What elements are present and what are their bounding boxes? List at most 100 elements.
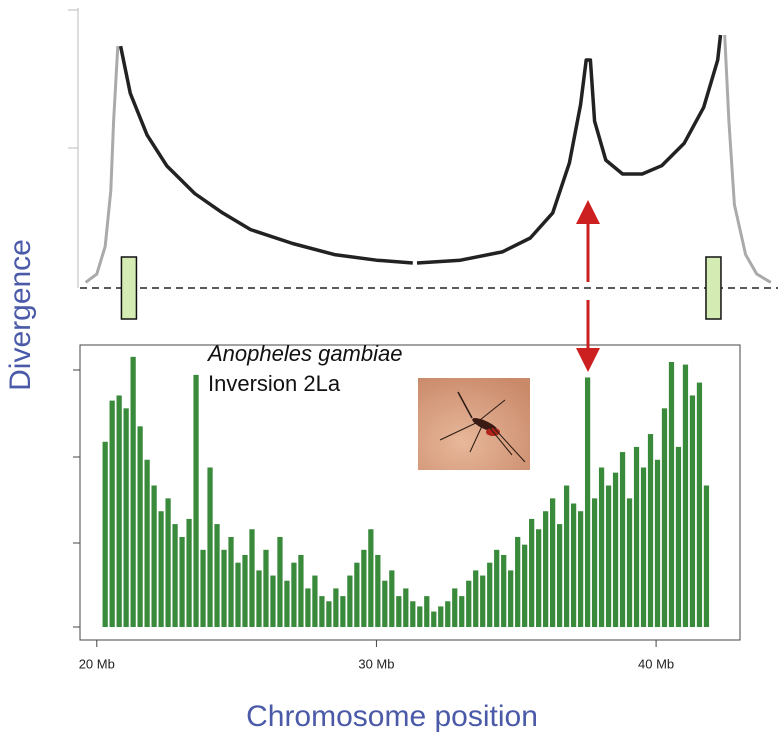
bar [354, 562, 360, 627]
divergence-line [84, 46, 120, 284]
bar [116, 395, 122, 627]
divergence-line [118, 34, 723, 265]
bar [340, 596, 346, 627]
bar [291, 562, 297, 627]
bar [577, 511, 584, 627]
bar [598, 467, 605, 627]
bar [263, 549, 269, 627]
bar [626, 498, 633, 627]
bar [361, 549, 367, 627]
bar [130, 356, 136, 627]
bar [256, 570, 262, 627]
bar [207, 467, 213, 627]
bar [654, 459, 661, 627]
bar [151, 485, 157, 627]
species-label: Anopheles gambiae [206, 341, 402, 366]
bar [375, 554, 381, 627]
bar [508, 570, 514, 627]
bar [550, 498, 556, 627]
bar [347, 575, 353, 627]
bar [193, 374, 199, 627]
bar [235, 562, 241, 627]
bar [445, 601, 451, 627]
x-tick-label: 40 Mb [638, 656, 674, 671]
bar [179, 536, 185, 627]
bar [396, 596, 402, 627]
top-panel [80, 34, 778, 320]
bar [459, 596, 465, 627]
bar [536, 529, 542, 627]
bar [165, 498, 171, 627]
bar [640, 467, 647, 627]
bar [326, 601, 332, 627]
bar [284, 580, 290, 627]
bar [319, 596, 325, 627]
bottom-frame [79, 344, 741, 641]
bar [249, 529, 255, 627]
bar [473, 570, 479, 627]
bar [424, 596, 430, 627]
bar [501, 554, 507, 627]
bar [487, 562, 493, 627]
bar [158, 511, 164, 627]
bar [102, 441, 108, 627]
bar [242, 554, 248, 627]
bar [403, 588, 409, 627]
y-axis-label: Divergence [4, 239, 37, 391]
bar [333, 588, 339, 627]
bar [214, 524, 220, 627]
bar [563, 485, 570, 627]
bar [696, 382, 703, 627]
breakpoint [705, 256, 722, 320]
bottom-panel: 20 Mb 30 Mb 40 Mb [79, 356, 710, 671]
x-axis-label: Chromosome position [246, 700, 538, 733]
bar [661, 408, 668, 627]
divergence-line [723, 34, 772, 284]
bar [410, 601, 416, 627]
bar [703, 485, 710, 627]
bar [605, 485, 612, 627]
bar [431, 611, 437, 627]
bar [515, 536, 521, 627]
bar [556, 524, 563, 627]
bar [382, 580, 388, 627]
bar [668, 362, 675, 627]
bar [221, 549, 227, 627]
bar [682, 364, 689, 627]
bar [438, 606, 444, 627]
bar [270, 575, 276, 627]
bar [529, 518, 535, 627]
bar [522, 544, 528, 627]
bar [494, 549, 500, 627]
x-tick-label: 20 Mb [79, 656, 115, 671]
bar [466, 580, 472, 627]
bar [570, 503, 577, 627]
bar [144, 459, 150, 627]
bar [689, 395, 696, 627]
bar [480, 575, 486, 627]
bar [277, 536, 283, 627]
x-tick-label: 30 Mb [358, 656, 394, 671]
bar [591, 498, 598, 627]
bar [200, 549, 206, 627]
bar [612, 472, 619, 627]
bar [417, 606, 423, 627]
bar [647, 434, 654, 627]
bar [452, 588, 458, 627]
breakpoint [120, 256, 138, 320]
bar [675, 446, 682, 627]
bar [312, 575, 318, 627]
bar [109, 400, 115, 627]
bar [305, 588, 311, 627]
bar [619, 452, 626, 627]
bar [298, 554, 304, 627]
bar [389, 570, 395, 627]
bar [186, 518, 192, 627]
bar [543, 511, 549, 627]
bar [584, 377, 591, 627]
bar [228, 536, 234, 627]
inversion-label: Inversion 2La [208, 371, 341, 396]
bar [123, 408, 129, 627]
bar [368, 529, 374, 627]
